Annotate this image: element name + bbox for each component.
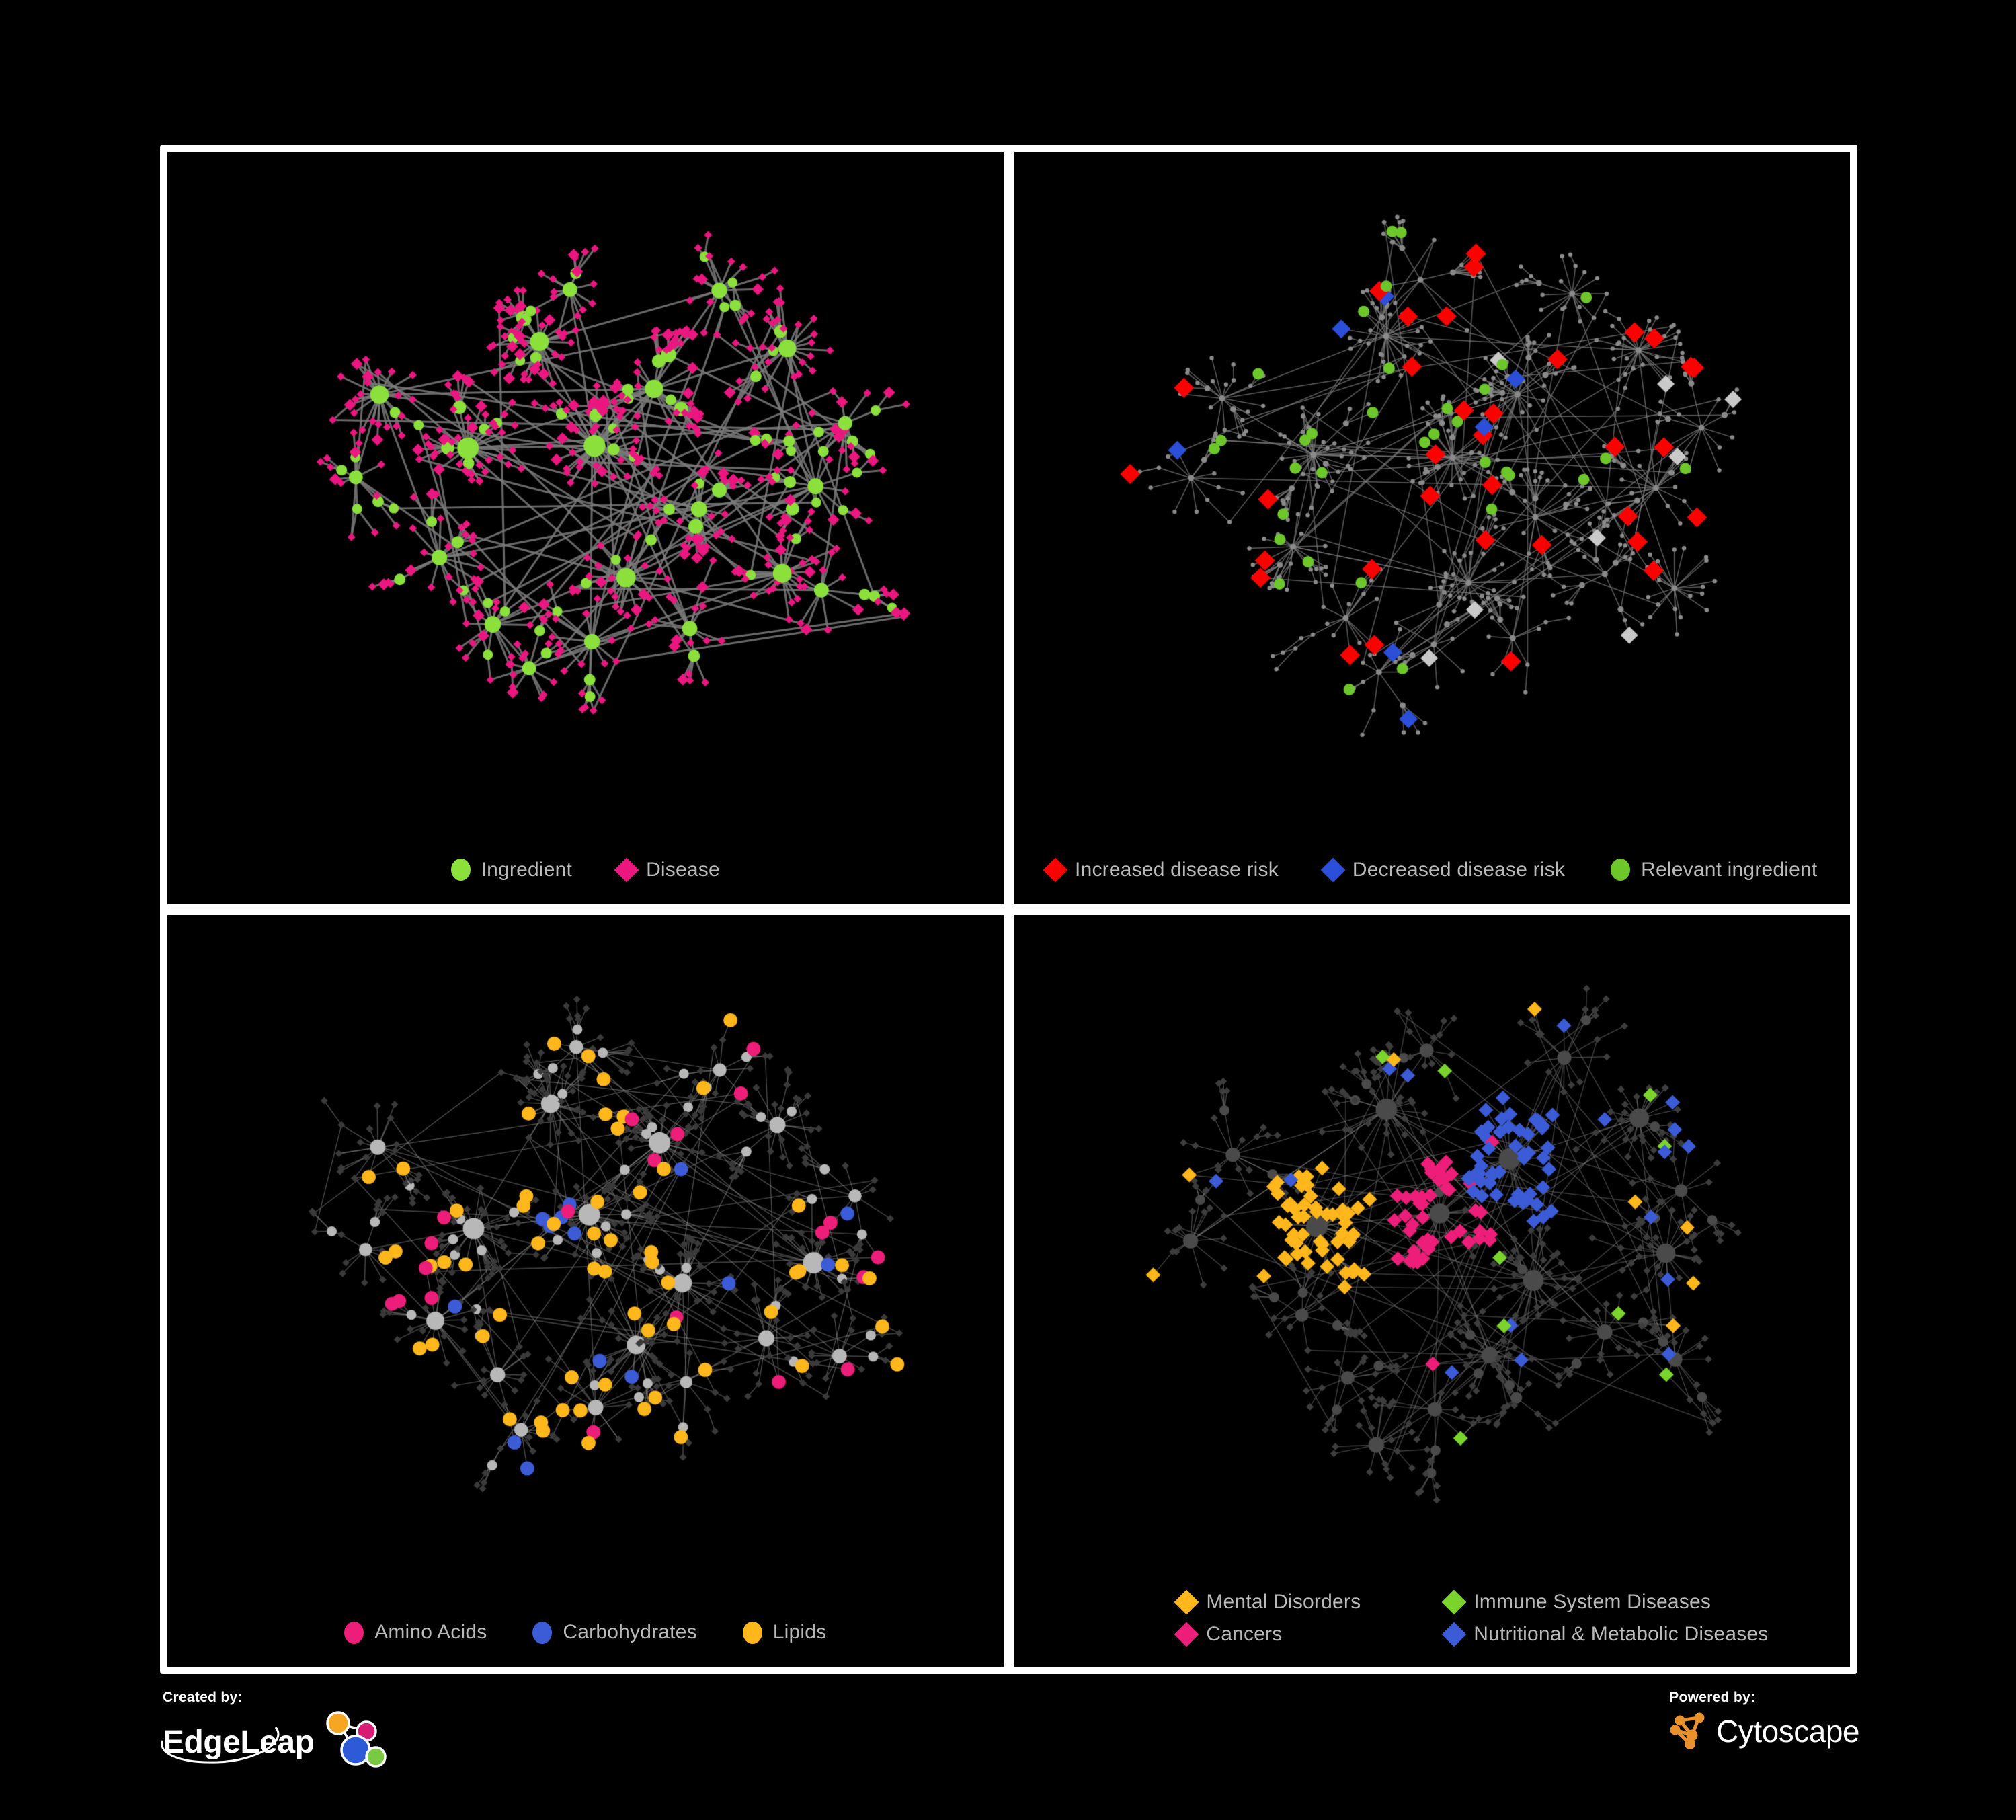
legend-lipids[interactable]: Lipids: [742, 1621, 827, 1644]
cytoscape-node-graph-logo: [1669, 1708, 1711, 1753]
legend-decreased-disease-risk[interactable]: Decreased disease risk: [1320, 857, 1566, 882]
legend-disease-swatch-diamond-icon: [614, 857, 639, 882]
panel-disease-category-network[interactable]: Mental Disorders Immune System Diseases Ca…: [1014, 914, 1850, 1667]
legend-carbohydrates-swatch-circle-icon: [532, 1621, 553, 1644]
legend-mental-disorders-label: Mental Disorders: [1206, 1591, 1361, 1613]
legend-amino-acids-label: Amino Acids: [374, 1621, 487, 1643]
legend-immune-system-diseases-label: Immune System Diseases: [1474, 1591, 1711, 1613]
network-panel-grid: Ingredient Disease Increased disease risk…: [160, 145, 1857, 1674]
legend-increased-disease-risk[interactable]: Increased disease risk: [1043, 857, 1279, 882]
legend-amino-acids-swatch-circle-icon: [344, 1621, 364, 1644]
panel-ingredient-disease-network[interactable]: Ingredient Disease: [167, 152, 1004, 904]
legend-cancers[interactable]: Cancers: [1174, 1622, 1418, 1647]
edgeleap-node-graph-logo: [314, 1708, 389, 1776]
legend-immune-system-diseases[interactable]: Immune System Diseases: [1441, 1589, 1711, 1615]
powered-by-branding: Powered by:: [1669, 1690, 1859, 1753]
powered-by-kicker: Powered by:: [1669, 1690, 1756, 1705]
legend-ingredient[interactable]: Ingredient: [450, 858, 573, 881]
panel-ingredient-class-network[interactable]: Amino Acids Carbohydrates Lipids: [167, 914, 1004, 1667]
legend-immune-system-diseases-swatch-diamond-icon: [1441, 1589, 1467, 1615]
panel-disease-risk-network[interactable]: Increased disease risk Decreased disease …: [1014, 152, 1851, 904]
legend-lipids-label: Lipids: [772, 1621, 827, 1643]
legend-nutritional-metabolic-diseases-swatch-diamond-icon: [1441, 1622, 1467, 1647]
legend-carbohydrates[interactable]: Carbohydrates: [532, 1621, 697, 1644]
network-canvas-ingredient-class[interactable]: [167, 914, 1004, 1667]
legend-relevant-ingredient-swatch-circle-icon: [1611, 859, 1631, 881]
cytoscape-wordmark: Cytoscape: [1716, 1713, 1859, 1749]
legend-relevant-ingredient-label: Relevant ingredient: [1641, 858, 1818, 881]
legend-mental-disorders-swatch-diamond-icon: [1174, 1589, 1199, 1615]
legend-relevant-ingredient[interactable]: Relevant ingredient: [1611, 859, 1817, 881]
legend-disease-risk: Increased disease risk Decreased disease …: [1014, 857, 1851, 882]
edgeleap-swoosh: [156, 1722, 290, 1772]
legend-lipids-swatch-circle-icon: [742, 1621, 762, 1644]
legend-increased-disease-risk-label: Increased disease risk: [1075, 858, 1279, 881]
legend-ingredient-disease: Ingredient Disease: [167, 857, 1004, 882]
legend-amino-acids[interactable]: Amino Acids: [344, 1621, 487, 1644]
network-canvas-ingredient-disease[interactable]: [167, 152, 1004, 904]
legend-disease[interactable]: Disease: [614, 857, 720, 882]
legend-nutritional-metabolic-diseases-label: Nutritional & Metabolic Diseases: [1474, 1623, 1769, 1645]
figure-footer: Created by: EdgeLeap: [160, 1684, 1859, 1798]
legend-nutritional-metabolic-diseases[interactable]: Nutritional & Metabolic Diseases: [1441, 1622, 1768, 1647]
legend-increased-disease-risk-swatch-diamond-icon: [1043, 857, 1068, 882]
legend-ingredient-class: Amino Acids Carbohydrates Lipids: [167, 1621, 1004, 1644]
legend-disease-label: Disease: [646, 858, 720, 881]
legend-ingredient-label: Ingredient: [481, 858, 573, 881]
legend-cancers-label: Cancers: [1206, 1623, 1283, 1645]
created-by-kicker: Created by:: [163, 1690, 243, 1705]
network-canvas-disease-risk[interactable]: [1014, 152, 1850, 904]
legend-disease-category: Mental Disorders Immune System Diseases Ca…: [1164, 1586, 1768, 1651]
edgeleap-wordmark: EdgeLeap: [163, 1724, 315, 1760]
legend-decreased-disease-risk-label: Decreased disease risk: [1352, 858, 1566, 881]
legend-mental-disorders[interactable]: Mental Disorders: [1174, 1589, 1418, 1615]
legend-ingredient-swatch-circle-icon: [450, 859, 471, 881]
legend-cancers-swatch-diamond-icon: [1174, 1622, 1199, 1647]
legend-carbohydrates-label: Carbohydrates: [563, 1621, 697, 1643]
legend-decreased-disease-risk-swatch-diamond-icon: [1320, 857, 1346, 882]
network-canvas-disease-category[interactable]: [1014, 914, 1850, 1667]
created-by-branding: Created by: EdgeLeap: [161, 1690, 389, 1776]
